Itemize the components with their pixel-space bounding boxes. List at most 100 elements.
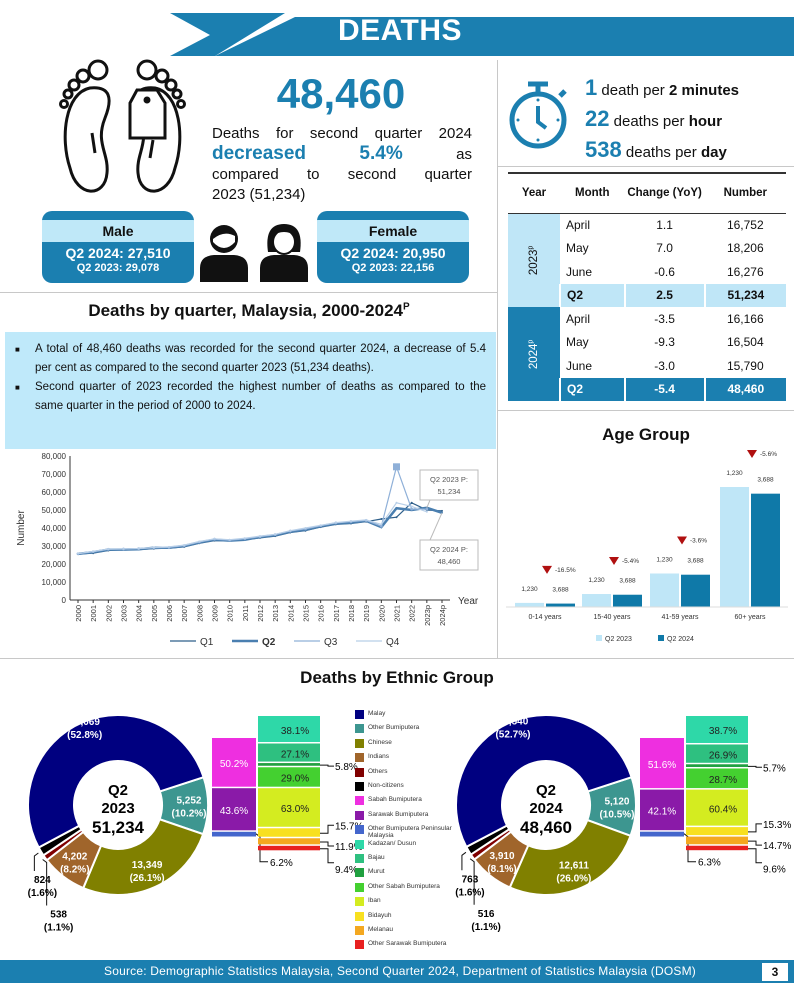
x-tick-label: 2017 (332, 605, 341, 622)
legend-swatch (355, 810, 364, 820)
x-tick-label: 2001 (89, 605, 98, 622)
breakdown-segment (686, 845, 748, 851)
change-cell: 2.5 (623, 283, 705, 307)
table-row: May -9.3 16,504 (508, 331, 786, 355)
x-tick-label: 2007 (180, 605, 189, 622)
breakdown-segment (640, 738, 684, 789)
category-label: 0-14 years (528, 614, 562, 621)
leader-line (320, 764, 334, 767)
month-cell: May (566, 335, 589, 350)
breakdown-segment (258, 788, 320, 827)
divider (498, 166, 794, 167)
legend-item: Bidayuh (355, 911, 464, 921)
legend-swatch (355, 782, 364, 791)
legend-label: Iban (368, 897, 381, 905)
y-tick-label: 40,000 (42, 524, 67, 533)
breakdown-label: 38.7% (709, 726, 737, 737)
x-tick-label: 2019 (362, 605, 371, 622)
pie-slice (81, 817, 205, 896)
decrease-arrow-icon (609, 557, 619, 566)
table-row: June -0.6 16,276 (508, 260, 786, 284)
legend-item: Other Bumiputera Peninsular Malaysia (355, 825, 464, 839)
legend-swatch (355, 710, 364, 719)
x-tick-label: 2014 (286, 605, 295, 622)
y-tick-label: 60,000 (42, 488, 67, 497)
legend-label: Indians (368, 753, 389, 761)
y-tick-label: 70,000 (42, 470, 67, 479)
summary-word: as (456, 146, 472, 163)
legend-swatch (355, 911, 364, 921)
x-tick-label: 2015 (302, 605, 311, 622)
male-stats-card: Male Q2 2024: 27,510 Q2 2023: 29,078 (42, 211, 194, 283)
pie-center (75, 762, 161, 848)
quarter-cell: Q2 (559, 377, 625, 401)
x-tick-label: 2023p (423, 605, 432, 626)
breakdown-label: 38.1% (281, 726, 309, 737)
breakdown-label: 28.7% (709, 775, 737, 786)
annotation-leader (429, 512, 443, 541)
breakdown-label: 15.7% (335, 821, 363, 832)
x-tick-label: 2000 (74, 605, 83, 622)
breakdown-segment (686, 764, 748, 767)
legend-label: Others (368, 767, 388, 775)
col-year: Year (508, 172, 560, 214)
bar-2023 (720, 487, 749, 607)
leader-line (320, 848, 334, 864)
number-cell: 51,234 (703, 283, 786, 307)
legend-label: Kadazan/ Dusun (368, 839, 417, 847)
pie-center (503, 762, 589, 848)
number-cell: 16,166 (726, 311, 764, 326)
quarter-notes: ■ A total of 48,460 deaths was recorded f… (5, 332, 496, 449)
x-tick-label: 2005 (150, 605, 159, 622)
slice-value-label: 27,069 (69, 717, 100, 728)
data-point (425, 510, 428, 513)
legend-swatch (355, 724, 364, 734)
bar-value-label: 3,688 (619, 578, 636, 585)
legend-swatch (355, 825, 364, 835)
legend-item: Murut (355, 868, 464, 878)
page-number: 3 (762, 963, 788, 981)
change-cell: -3.0 (654, 358, 675, 373)
bar-2024 (546, 603, 575, 607)
male-person-icon (200, 225, 248, 282)
summary-line: Deaths for second quarter 2024 (212, 125, 472, 142)
breakdown-segment (258, 838, 320, 845)
x-tick-label: 2009 (211, 605, 220, 622)
legend-label: Other Bumiputera Peninsular Malaysia (368, 825, 452, 840)
pie-slice (508, 818, 632, 896)
summary-line: 2023 (51,234) (212, 186, 306, 203)
legend-label: Bidayuh (368, 911, 392, 919)
breakdown-segment (258, 763, 320, 766)
quarterly-deaths-line-chart: 0 10,000 20,000 30,000 40,000 50,000 60,000 70,… (16, 452, 479, 648)
breakdown-segment (686, 827, 748, 836)
legend-swatch (355, 926, 364, 935)
breakdown-label: 63.0% (281, 804, 309, 815)
pie-center-label: 2023 (101, 800, 134, 817)
legend-label: Murut (368, 868, 385, 876)
ethnic-group-pie-charts: 5,252 (10.2%) 13,349 (26.1%) 4,202 (8.2%) 538 (… (27, 714, 791, 934)
change-label: -5.6% (760, 451, 777, 458)
bar-value-label: 1,230 (656, 557, 673, 564)
x-tick-label: 2010 (226, 605, 235, 622)
data-point (198, 540, 201, 543)
legend-label: Other Bumiputera (368, 724, 420, 732)
slice-value-label: 5,252 (176, 796, 201, 807)
col-month: Month (560, 172, 625, 214)
number-cell: 48,460 (703, 377, 786, 401)
bar-2023 (582, 594, 611, 607)
series-line-q1 (77, 502, 443, 555)
change-cell: -3.5 (654, 311, 675, 326)
data-point (122, 547, 125, 550)
legend-label: Bajau (368, 854, 385, 861)
legend-item: Others (355, 767, 464, 777)
x-tick-label: 2024p (438, 605, 447, 626)
x-tick-label: 2011 (241, 605, 250, 621)
breakdown-segment (686, 716, 748, 743)
slice-percent-label: (1.6%) (28, 888, 57, 899)
decrease-percent: 5.4% (359, 143, 403, 164)
age-section-title: Age Group (602, 425, 690, 444)
ethnic-section-title: Deaths by Ethnic Group (300, 668, 494, 687)
slice-value-label: 763 (462, 874, 479, 885)
breakdown-segment (258, 845, 320, 851)
bar-value-label: 3,688 (757, 477, 774, 484)
